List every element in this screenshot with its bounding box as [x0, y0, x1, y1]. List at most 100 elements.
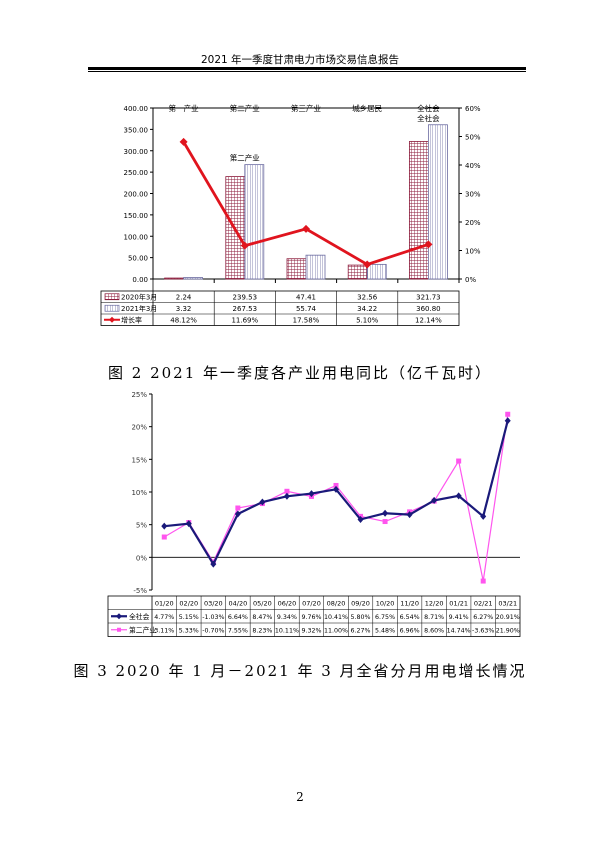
data-table-value: 9.41% [449, 614, 469, 621]
x-category-label: 11/20 [400, 599, 419, 607]
data-table-value: 11.69% [231, 316, 258, 324]
data-table-value: 5.15% [179, 614, 199, 621]
growth-rate-line [182, 141, 429, 266]
figure-2-caption: 图 2 2021 年一季度各产业用电同比（亿千瓦时） [107, 364, 493, 382]
data-table-value: 267.53 [233, 305, 258, 313]
figure-3-caption: 图 3 2020 年 1 月－2021 年 3 月全省分月用电增长情况 [73, 662, 527, 680]
x-category-label: 10/20 [376, 599, 395, 607]
legend-series-name: 增长率 [121, 315, 142, 324]
data-table-value: 8.47% [252, 614, 272, 621]
bar-2020 [347, 264, 368, 280]
data-table-value: 5.33% [179, 627, 199, 634]
y2-tick-label: 50% [465, 134, 481, 142]
x-category-label: 07/20 [302, 599, 321, 607]
monthly-growth-chart: -5% 0% 5% 10% 15% 20% 25% 01/20 02/20 03/20 04/20 0… [107, 391, 521, 637]
y-tick-label: 0% [136, 554, 147, 562]
series-marker-secondary [284, 488, 290, 494]
bar-2021 [244, 164, 265, 280]
y-tick-label: 150.00 [124, 212, 149, 220]
x-category-label: 01/20 [155, 599, 174, 607]
legend-key-2020 [104, 293, 120, 301]
y-tick-label: -5% [133, 587, 147, 595]
data-table-value: 6.27% [351, 627, 371, 634]
data-table-value: 4.77% [154, 614, 174, 621]
data-table-value: 6.75% [375, 614, 395, 621]
series-marker-total [333, 485, 339, 493]
series-marker-total [234, 510, 241, 518]
category-label-top: 第三产业 [291, 103, 321, 113]
category-label-bar: 全社会 [417, 113, 440, 123]
series-marker-secondary [382, 519, 388, 525]
x-category-label: 08/20 [327, 599, 346, 607]
series-marker-secondary [161, 534, 167, 540]
category-label-top: 第一产业 [169, 103, 199, 113]
data-table-value: 34.22 [357, 305, 377, 313]
series-marker-total [406, 511, 413, 519]
data-table-value: -3.63% [472, 627, 494, 634]
series-marker-total [161, 522, 168, 530]
series-marker-total [357, 515, 364, 523]
series-marker-secondary [505, 411, 511, 417]
growth-rate-marker [424, 240, 433, 249]
data-table-value: 10.41% [324, 614, 348, 621]
legend-key-marker [116, 613, 122, 620]
bar-2020 [164, 277, 185, 280]
category-label-top: 全社会 [417, 103, 440, 113]
category-label-bar: 第二产业 [230, 153, 260, 163]
header-rule [88, 67, 526, 70]
y-tick-label: 100.00 [124, 233, 149, 241]
bar-2020 [286, 258, 307, 280]
legend-series-name: 2020年3月 [121, 292, 157, 301]
data-table-value: 14.74% [447, 627, 471, 634]
y-tick-label: 250.00 [124, 169, 149, 177]
data-table-value: 360.80 [416, 305, 441, 313]
x-category-label: 02/21 [474, 599, 493, 607]
x-category-label: 03/20 [204, 599, 223, 607]
y2-tick-label: 0% [465, 276, 476, 284]
data-table-value: 5.48% [375, 627, 395, 634]
series-marker-total [382, 509, 389, 517]
growth-rate-marker [179, 137, 188, 146]
data-table-value: 2.24 [176, 293, 192, 301]
data-table-value: 9.34% [277, 614, 297, 621]
legend-series-name: 2021年3月 [121, 304, 157, 313]
y-tick-label: 200.00 [124, 191, 149, 199]
category-label-top: 第二产业 [230, 103, 260, 113]
data-table-value: -0.70% [202, 627, 224, 634]
series-marker-total [259, 498, 266, 506]
industry-electricity-chart: 0.00 50.00 100.00 150.00 200.00 250.00 300.00 3… [100, 103, 481, 326]
y2-tick-label: 20% [465, 219, 481, 227]
y-tick-label: 20% [131, 424, 147, 432]
series-marker-secondary [456, 458, 462, 464]
data-table-value: 8.60% [424, 627, 444, 634]
series-marker-total [431, 496, 438, 504]
x-category-label: 03/21 [498, 599, 517, 607]
bar-2021 [183, 277, 204, 280]
bar-2021 [366, 263, 387, 280]
x-category-label: 09/20 [351, 599, 370, 607]
data-table-value: 7.55% [228, 627, 248, 634]
series-marker-secondary [480, 578, 486, 584]
bar-2021 [427, 124, 448, 280]
legend-series-name: 第二产业 [129, 625, 156, 634]
data-table-value: 8.23% [252, 627, 272, 634]
data-table-value: 321.73 [416, 293, 441, 301]
y-tick-label: 25% [131, 391, 147, 399]
data-table-value: 47.41 [296, 293, 316, 301]
data-table-value: 3.32 [176, 305, 192, 313]
y2-tick-label: 60% [465, 105, 481, 113]
legend-key-2021 [104, 304, 120, 312]
y-tick-label: 10% [131, 489, 147, 497]
page-header-title: 2021 年一季度甘肃电力市场交易信息报告 [200, 54, 400, 66]
data-table-value: 6.27% [473, 614, 493, 621]
data-table-value: 10.11% [275, 627, 299, 634]
legend-series-name: 全社会 [129, 612, 150, 621]
data-table-value: 8.71% [424, 614, 444, 621]
data-table-value: 6.64% [228, 614, 248, 621]
data-table-value: 21.90% [496, 627, 520, 634]
y-tick-label: 50.00 [128, 255, 148, 263]
data-table-value: 17.58% [293, 316, 320, 324]
data-table-frame [107, 595, 521, 637]
data-table-value: 32.56 [357, 293, 378, 301]
series-marker-secondary [333, 482, 339, 488]
